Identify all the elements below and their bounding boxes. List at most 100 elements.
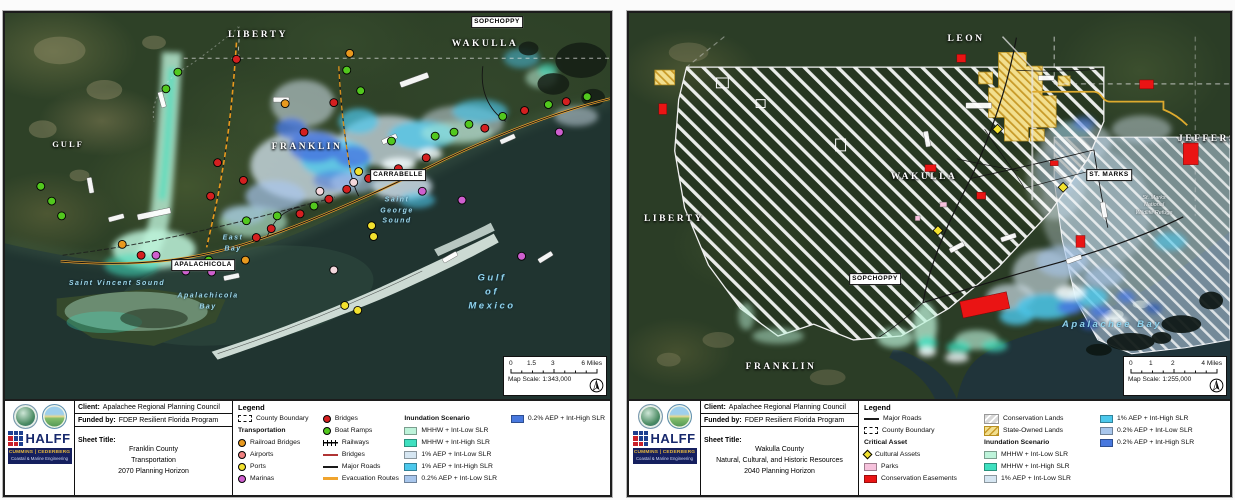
legend-item: MHHW + Int-Low SLR [404, 426, 510, 435]
barrier-islands [56, 222, 499, 360]
funded-value: FDEP Resilient Florida Program [118, 416, 219, 424]
county-boundary-icon [238, 415, 252, 422]
wakulla-map-canvas[interactable]: LEON JEFFERSON WAKULLA LIBERTY FRANKLIN … [629, 13, 1230, 401]
legend-item: 0.2% AEP + Int-High SLR [1100, 438, 1194, 447]
water-label-gulf-of-mexico: Gulf of Mexico [468, 272, 516, 311]
place-label-sopchoppy: SOPCHOPPY [849, 273, 901, 285]
client-value: Apalachee Regional Planning Council [102, 403, 220, 411]
major-roads-icon [322, 465, 338, 468]
scale-ruler [1130, 369, 1218, 374]
legend-item: Parks [864, 462, 984, 471]
state-owned-lands [654, 51, 1071, 142]
client-value: Apalachee Regional Planning Council [728, 403, 846, 411]
county-label-leon: LEON [947, 34, 985, 44]
place-label-carrabelle: CARRABELLE [370, 169, 426, 181]
legend-item: 1% AEP + Int-Low SLR [404, 450, 510, 459]
ochlockonee-bay-water [889, 349, 957, 399]
cummins-cederberg-logo: CUMMINS | CEDERBERG Coastal & Marine Eng… [7, 448, 72, 464]
county-label-franklin: FRANKLIN [271, 142, 343, 152]
legend-column: Bridges Boat Ramps Railways Bridges Majo… [322, 414, 405, 483]
railroad-bridges-icon [238, 438, 246, 447]
county-seal-icon [12, 404, 38, 429]
legend-item: 0.2% AEP + Int-Low SLR [404, 474, 510, 483]
halff-wordmark: HALFF [650, 431, 696, 446]
firm-tagline: Coastal & Marine Engineering [10, 456, 69, 462]
scale-tick-labels: 0 1 2 4 Miles [1128, 360, 1222, 368]
legend-item: MHHW + Int-High SLR [984, 462, 1100, 471]
legend: Legend County Boundary Transportation Ra… [233, 401, 610, 495]
boat-ramp-markers [36, 65, 592, 265]
client-row: Client: Apalachee Regional Planning Coun… [75, 401, 232, 414]
marina-markers [151, 127, 564, 277]
legend-item: 0.2% AEP + Int-High SLR [510, 414, 605, 423]
regional-seal-icon [41, 404, 67, 429]
cummins-cederberg-logo: CUMMINS | CEDERBERG Coastal & Marine Eng… [632, 448, 697, 464]
halff-grid-icon [8, 431, 24, 446]
water-label-east-bay: East Bay [222, 234, 244, 253]
county-label-liberty: LIBERTY [228, 30, 288, 40]
sheet-title-label: Sheet Title: [704, 437, 742, 444]
water-label-saint-george-sound: Saint George Sound [380, 196, 414, 225]
airports-icon [238, 450, 246, 459]
seals [637, 404, 692, 429]
client-label: Client: [704, 403, 726, 411]
scale-tick: 0 [509, 360, 513, 367]
legend-item: Airports [238, 450, 323, 459]
legend-item: Conservation Lands [984, 413, 1100, 424]
firm-tagline: Coastal & Marine Engineering [635, 456, 694, 462]
boat-ramps-icon [322, 426, 331, 435]
legend-item: 1% AEP + Int-High SLR [1100, 414, 1194, 423]
legend-item: Major Roads [322, 462, 405, 471]
scale-tick-max: 6 Miles [581, 360, 602, 367]
railway-line [62, 196, 335, 256]
client-cell: Client: Apalachee Regional Planning Coun… [701, 401, 859, 495]
legend-item: Ports [238, 462, 323, 471]
logo-cell: HALFF CUMMINS | CEDERBERG Coastal & Mari… [629, 401, 701, 495]
scale-tick: 1 [1149, 360, 1153, 367]
client-cell: Client: Apalachee Regional Planning Coun… [75, 401, 233, 495]
cultural-asset-markers [932, 123, 1069, 237]
legend-subheader: Inundation Scenario [404, 415, 470, 422]
conservation-easements-swatch [864, 474, 877, 483]
franklin-map-canvas[interactable]: GULF LIBERTY WAKULLA FRANKLIN SOPCHOPPY … [5, 13, 610, 401]
cultural-assets-icon [862, 449, 873, 460]
aep1-int-low-swatch [984, 474, 997, 483]
sand-patches [656, 42, 846, 386]
legend-item: County Boundary [864, 426, 984, 435]
scale-tick-max: 4 Miles [1201, 360, 1222, 367]
water-label-apalachicola-bay: Apalachicola Bay [177, 292, 239, 311]
road-label-pills [86, 72, 554, 281]
halff-wordmark: HALFF [25, 431, 71, 446]
client-label: Client: [78, 403, 100, 411]
water-label-apalachee-bay: Apalachee Bay [1061, 319, 1163, 331]
legend-item: MHHW + Int-High SLR [404, 438, 510, 447]
scale-ruler [510, 369, 598, 374]
scenic-route-line [1032, 90, 1188, 126]
scale-tick: 0 [1129, 360, 1133, 367]
scale-tick: 1.5 [527, 360, 537, 367]
legend-item: Railroad Bridges [238, 438, 323, 447]
port-markers [340, 167, 378, 315]
county-label-gulf: GULF [52, 139, 84, 149]
utility-corridor [1001, 36, 1034, 201]
halff-grid-icon [633, 431, 649, 446]
county-seal-icon [637, 404, 663, 429]
scale-tick: 3 [551, 360, 555, 367]
sand-patches [28, 35, 166, 182]
county-label-liberty: LIBERTY [644, 214, 704, 224]
franklin-map-sheet: GULF LIBERTY WAKULLA FRANKLIN SOPCHOPPY … [3, 11, 612, 497]
parks-swatch [864, 462, 877, 471]
evacuation-routes-icon [322, 477, 338, 480]
sheet-title-area: Sheet Title: Franklin County Transportat… [75, 427, 232, 495]
legend-item: Bridges [322, 414, 405, 423]
conservation-lands-swatch [984, 413, 999, 424]
water-label-saint-vincent-sound: Saint Vincent Sound [68, 279, 166, 287]
scale-bar-box: 0 1 2 4 Miles Map Scale: 1:255,000 [1123, 356, 1227, 396]
sheet-title-area: Sheet Title: Wakulla County Natural, Cul… [701, 427, 858, 495]
place-label-apalachicola: APALACHICOLA [171, 259, 235, 271]
mhhw-int-low-swatch [984, 450, 997, 459]
major-roads-icon [864, 417, 879, 420]
bridges-line-icon [322, 453, 338, 456]
title-block: HALFF CUMMINS | CEDERBERG Coastal & Mari… [5, 401, 610, 495]
place-label-sopchoppy: SOPCHOPPY [471, 16, 523, 28]
